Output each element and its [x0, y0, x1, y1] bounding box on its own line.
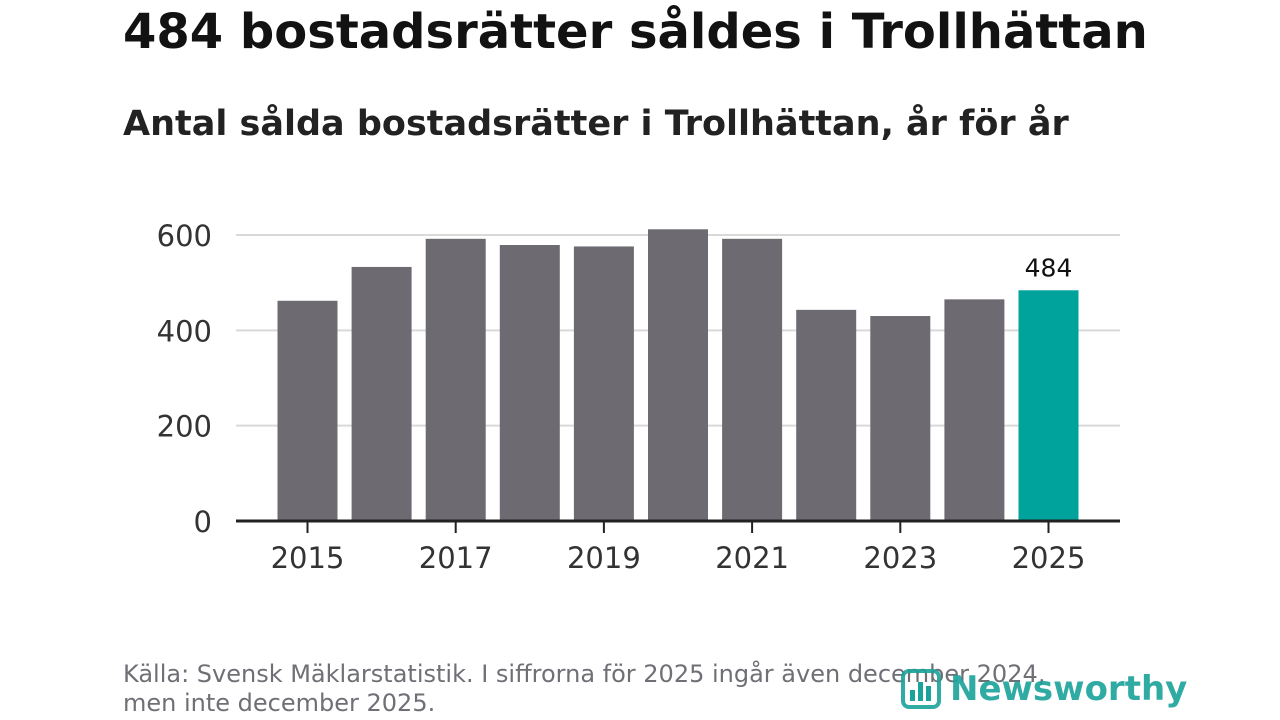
bar-2018 — [499, 245, 560, 521]
data-label-2025: 484 — [1025, 253, 1073, 282]
chart-title: 484 bostadsrätter såldes i Trollhättan — [123, 4, 1148, 60]
bar-2022 — [796, 309, 857, 521]
newsworthy-logo: Newsworthy — [900, 668, 1187, 710]
x-tick-label-2021: 2021 — [715, 541, 789, 575]
bar-2019 — [573, 246, 634, 521]
bar-chart: 0 200 400 600 2015 2017 2019 2021 2023 2025 484 — [157, 219, 1120, 575]
y-tick-label-200: 200 — [157, 410, 212, 444]
x-tick-label-2023: 2023 — [863, 541, 937, 575]
x-tick-label-2017: 2017 — [419, 541, 493, 575]
x-tick-label-2025: 2025 — [1012, 541, 1086, 575]
source-footnote: Källa: Svensk Mäklarstatistik. I siffror… — [123, 660, 1163, 718]
x-tick-label-2015: 2015 — [271, 541, 345, 575]
bar-2025 — [1018, 290, 1079, 521]
bar-2015 — [277, 300, 338, 521]
bar-2017 — [425, 238, 486, 521]
footnote-line-1: Källa: Svensk Mäklarstatistik. I siffror… — [123, 660, 1046, 688]
y-tick-label-600: 600 — [157, 219, 212, 253]
y-tick-label-0: 0 — [194, 505, 212, 539]
bar-2016 — [351, 266, 412, 521]
newsworthy-logo-icon — [901, 669, 941, 709]
chart-subtitle: Antal sålda bostadsrätter i Trollhättan,… — [123, 104, 1069, 144]
y-tick-label-400: 400 — [157, 314, 212, 348]
x-tick-label-2019: 2019 — [567, 541, 641, 575]
bar-2020 — [648, 229, 708, 521]
footnote-line-2: men inte december 2025. — [123, 689, 436, 717]
newsworthy-logo-text: Newsworthy — [950, 669, 1188, 709]
bar-2021 — [722, 238, 783, 521]
bar-2024 — [944, 299, 1005, 521]
bar-2023 — [870, 316, 931, 521]
